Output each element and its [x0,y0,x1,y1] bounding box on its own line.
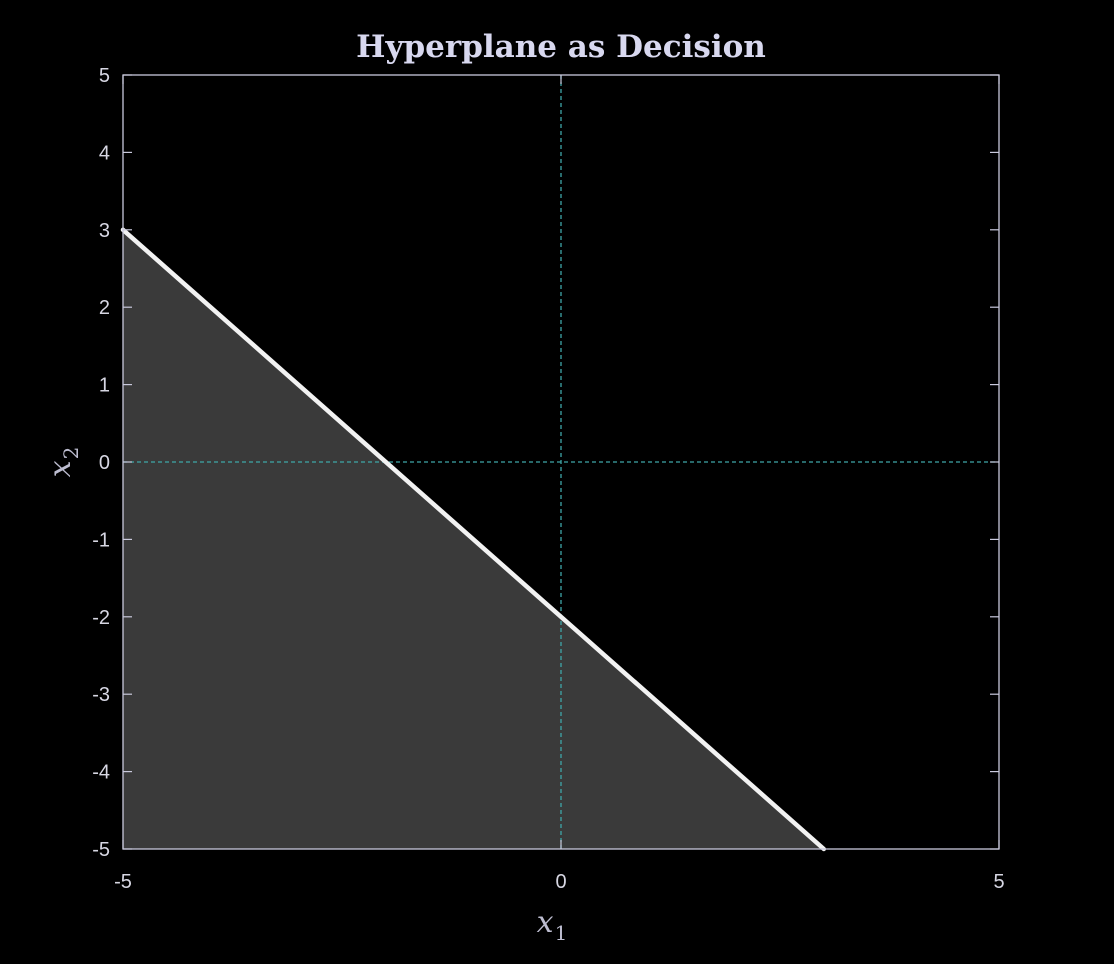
x-tick-label: 5 [993,871,1004,893]
x-axis-label-base: x [537,905,554,940]
y-tick-label: 1 [99,375,110,397]
y-tick-label: -2 [92,607,110,629]
y-axis-label: x2 [43,447,83,478]
y-tick-label: 0 [99,452,110,474]
y-axis-label-subscript: 2 [59,447,83,460]
y-tick-label: -3 [92,684,110,706]
y-tick-label: 4 [99,142,110,164]
x-tick-label: 0 [555,871,566,893]
hyperplane-line [120,227,827,852]
x-axis-label-subscript: 1 [555,921,568,945]
chart-title: Hyperplane as Decision [356,29,766,65]
x-tick-label: -5 [114,871,132,893]
y-tick-label: -4 [92,762,110,784]
y-tick-label: 5 [99,65,110,87]
y-axis-label-base: x [43,460,78,477]
y-tick-label: -1 [92,529,110,551]
y-tick-label: 2 [99,297,110,319]
plot-area [120,75,999,852]
y-tick-label: -5 [92,839,110,861]
x-axis-label: x1 [537,905,568,945]
axis-ticks: -5 -4 -3 -2 -1 0 1 2 3 4 5 -5 0 5 [92,65,1004,893]
y-tick-label: 3 [99,220,110,242]
